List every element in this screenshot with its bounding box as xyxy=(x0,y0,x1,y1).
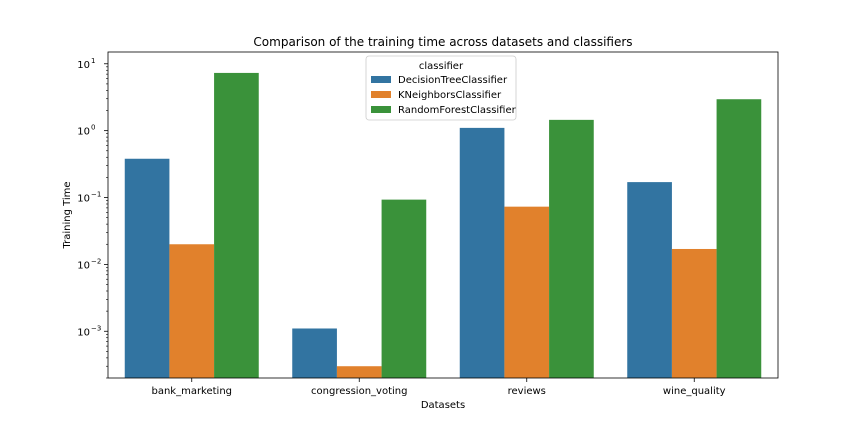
x-tick-label: wine_quality xyxy=(663,386,726,397)
legend-swatch xyxy=(371,76,391,83)
x-tick-label: congression_voting xyxy=(311,386,407,397)
x-tick-label: bank_marketing xyxy=(151,386,232,397)
bar-RandomForestClassifier-reviews xyxy=(549,119,594,379)
bar-KNeighborsClassifier-congression_voting xyxy=(336,366,382,378)
legend-box xyxy=(365,55,517,121)
y-tick-label: 10 xyxy=(77,127,90,138)
bar-RandomForestClassifier-wine_quality xyxy=(716,99,762,378)
chart-title: Comparison of the training time across d… xyxy=(253,35,632,49)
bar-RandomForestClassifier-bank_marketing xyxy=(214,72,259,379)
legend-entry: RandomForestClassifier xyxy=(398,105,517,116)
legend: classifier DecisionTreeClassifier KNeighbo… xyxy=(365,55,517,121)
bar-DecisionTreeClassifier-congression_voting xyxy=(292,328,337,378)
legend-swatch xyxy=(371,91,391,98)
y-tick-label: 10 xyxy=(77,327,90,338)
x-axis-label: Datasets xyxy=(421,400,465,411)
bar-DecisionTreeClassifier-bank_marketing xyxy=(124,158,170,378)
legend-entry: DecisionTreeClassifier xyxy=(398,75,508,86)
y-axis-label: Training Time xyxy=(62,181,73,249)
y-tick-exponent: −2 xyxy=(91,257,101,265)
bar-RandomForestClassifier-congression_voting xyxy=(381,199,427,378)
y-tick-exponent: 0 xyxy=(91,124,95,132)
y-tick-exponent: 1 xyxy=(91,57,95,65)
bars-group xyxy=(124,72,762,379)
bar-KNeighborsClassifier-bank_marketing xyxy=(169,244,215,378)
y-tick-exponent: −3 xyxy=(91,324,101,332)
legend-title: classifier xyxy=(419,61,464,72)
plot-frame xyxy=(107,51,779,379)
legend-swatch xyxy=(371,106,391,113)
y-tick-label: 10 xyxy=(77,260,90,271)
bar-KNeighborsClassifier-reviews xyxy=(504,206,550,378)
y-tick-label: 10 xyxy=(77,60,90,71)
legend-entry: KNeighborsClassifier xyxy=(398,90,502,101)
bar-DecisionTreeClassifier-wine_quality xyxy=(627,182,672,378)
bar-DecisionTreeClassifier-reviews xyxy=(459,127,505,378)
bar-KNeighborsClassifier-wine_quality xyxy=(671,248,717,378)
y-tick-label: 10 xyxy=(77,194,90,205)
axes-group: bank_marketing congression_voting reviews w… xyxy=(77,51,779,397)
x-tick-label: reviews xyxy=(508,386,546,397)
y-tick-exponent: −1 xyxy=(91,191,101,199)
